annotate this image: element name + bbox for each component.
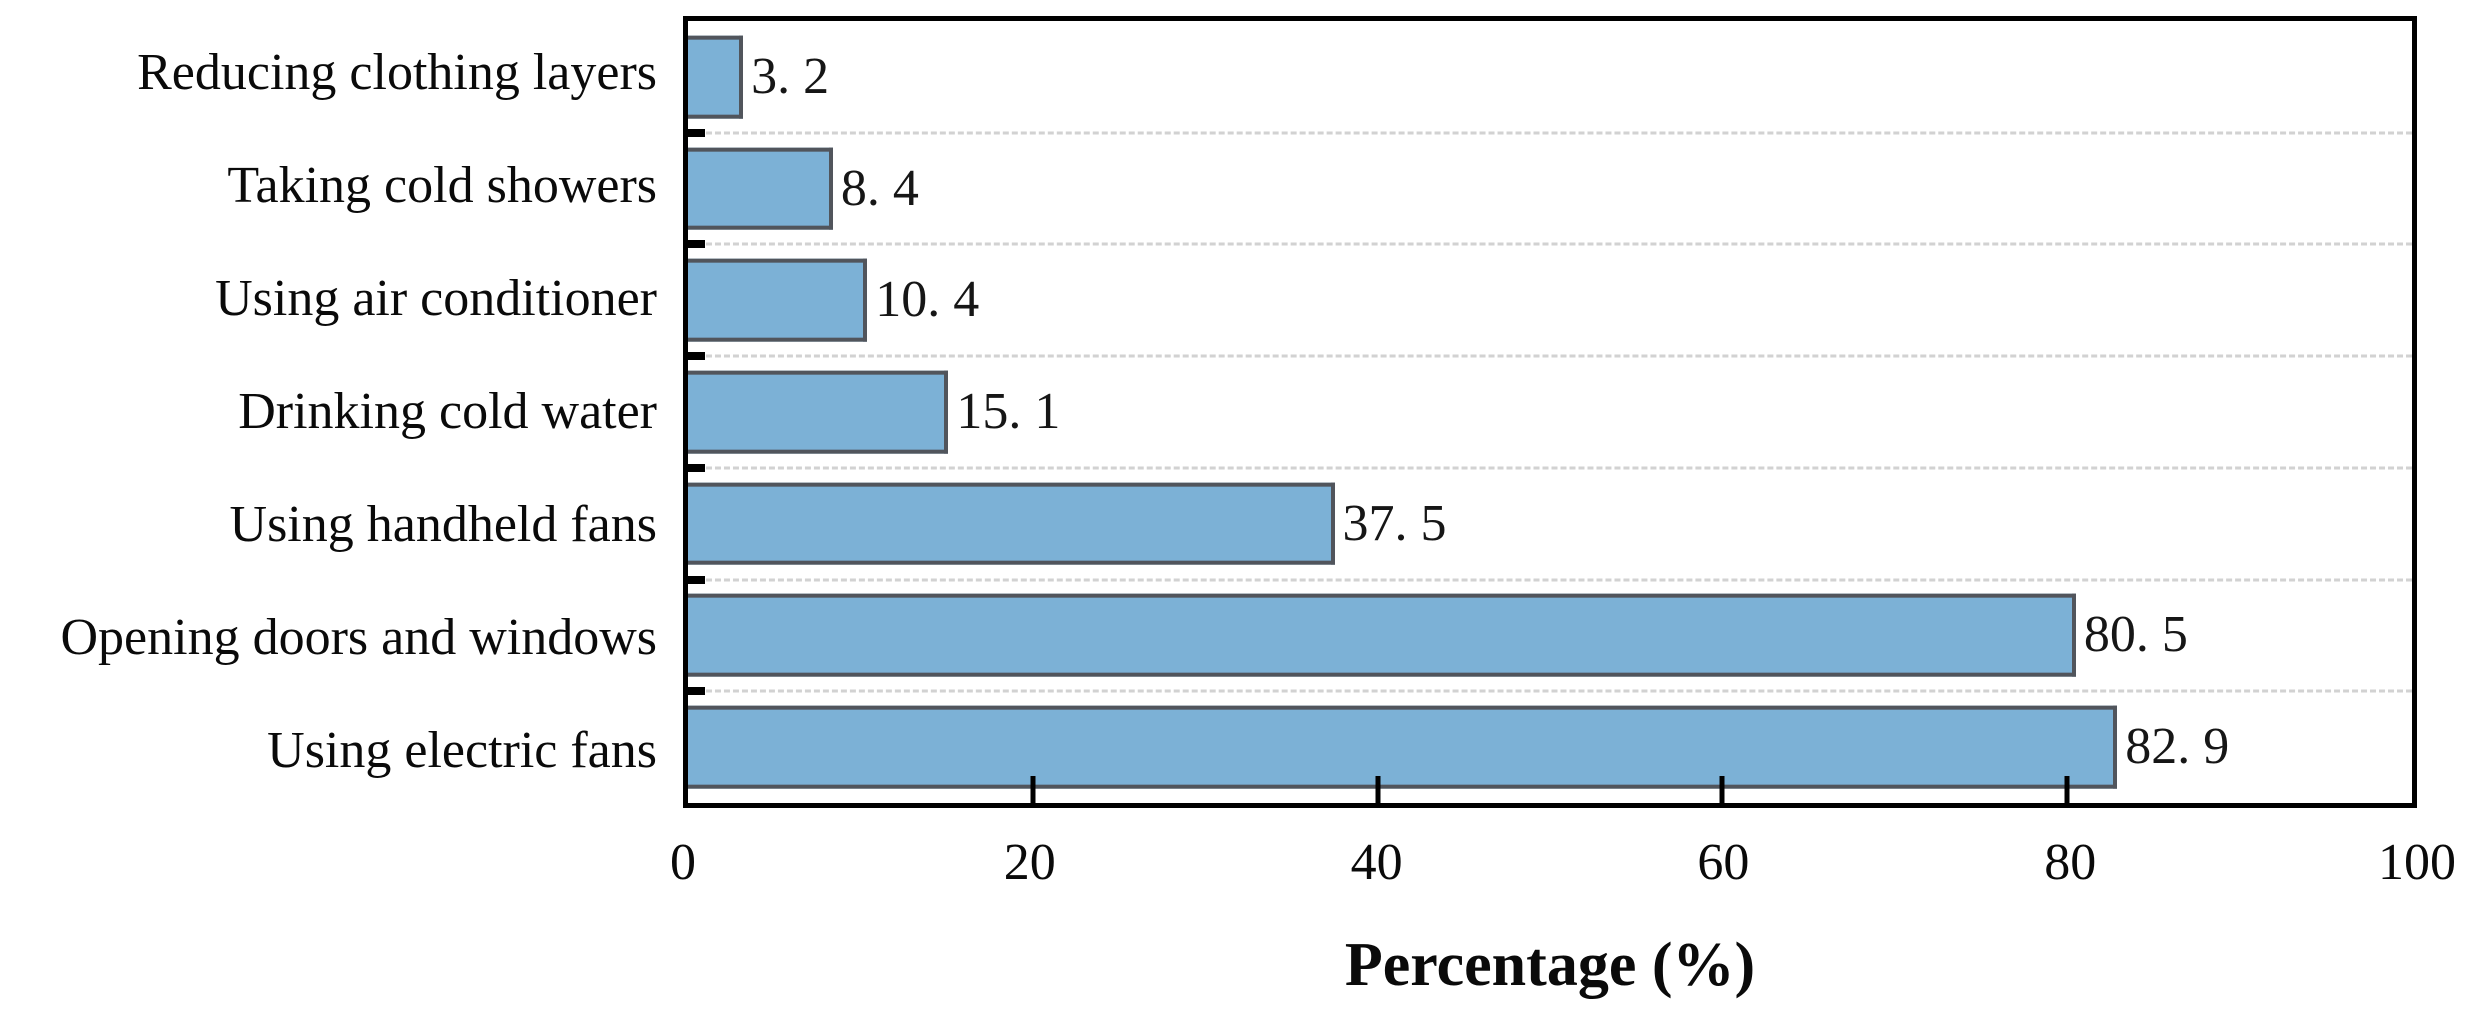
gridline <box>688 466 2412 470</box>
bar <box>688 147 833 230</box>
category-label: Opening doors and windows <box>60 609 657 667</box>
y-axis-category-labels: Reducing clothing layers Taking cold show… <box>0 16 683 808</box>
category-label: Drinking cold water <box>238 383 657 440</box>
y-axis-tick <box>688 687 705 696</box>
x-axis-title: Percentage (%) <box>1344 931 1756 999</box>
bar-value-label: 3. 2 <box>751 47 830 105</box>
gridline <box>688 354 2412 358</box>
bar <box>688 35 744 119</box>
bar <box>688 370 949 454</box>
y-axis-tick <box>688 575 705 584</box>
bar-value-label: 37. 5 <box>1342 494 1447 552</box>
x-axis-tick-label: 40 <box>1350 834 1403 891</box>
category-label: Taking cold showers <box>227 156 657 214</box>
bar <box>688 258 868 342</box>
x-axis-tick <box>2064 776 2070 803</box>
plot-inner: 3. 2 8. 4 10. 4 15. 1 37. 5 80. 5 82. 9 <box>688 21 2412 803</box>
bar-value-label: 15. 1 <box>956 383 1061 440</box>
category-label: Using electric fans <box>267 722 657 780</box>
gridline <box>688 689 2412 693</box>
gridline <box>688 242 2412 246</box>
x-axis-tick-labels: 0 20 40 60 80 100 <box>670 828 2456 898</box>
x-axis-tick <box>1030 776 1036 803</box>
x-axis-tick-label: 0 <box>670 834 696 891</box>
category-label: Using handheld fans <box>229 496 657 554</box>
x-axis-tick <box>1375 776 1381 803</box>
y-axis-tick <box>688 128 705 137</box>
y-axis-tick <box>688 463 705 472</box>
bar-value-label: 10. 4 <box>875 271 980 329</box>
x-axis-tick <box>1719 776 1725 803</box>
gridline <box>688 578 2412 582</box>
bar <box>688 594 2076 677</box>
x-axis-tick-label: 80 <box>2044 834 2097 891</box>
y-axis-tick <box>688 352 705 361</box>
bar <box>688 705 2118 789</box>
bar-value-label: 8. 4 <box>840 159 919 217</box>
gridline <box>688 131 2412 135</box>
bar <box>688 482 1335 566</box>
category-label: Using air conditioner <box>215 269 657 327</box>
x-axis-tick-label: 60 <box>1697 834 1750 891</box>
x-axis-tick-label: 20 <box>1003 834 1056 891</box>
bar-value-label: 82. 9 <box>2125 718 2230 776</box>
x-axis-tick-label: 100 <box>2378 834 2456 891</box>
bar-value-label: 80. 5 <box>2083 606 2188 664</box>
plot-area: 3. 2 8. 4 10. 4 15. 1 37. 5 80. 5 82. 9 <box>683 16 2417 808</box>
y-axis-tick <box>688 240 705 249</box>
category-label: Reducing clothing layers <box>137 43 657 101</box>
